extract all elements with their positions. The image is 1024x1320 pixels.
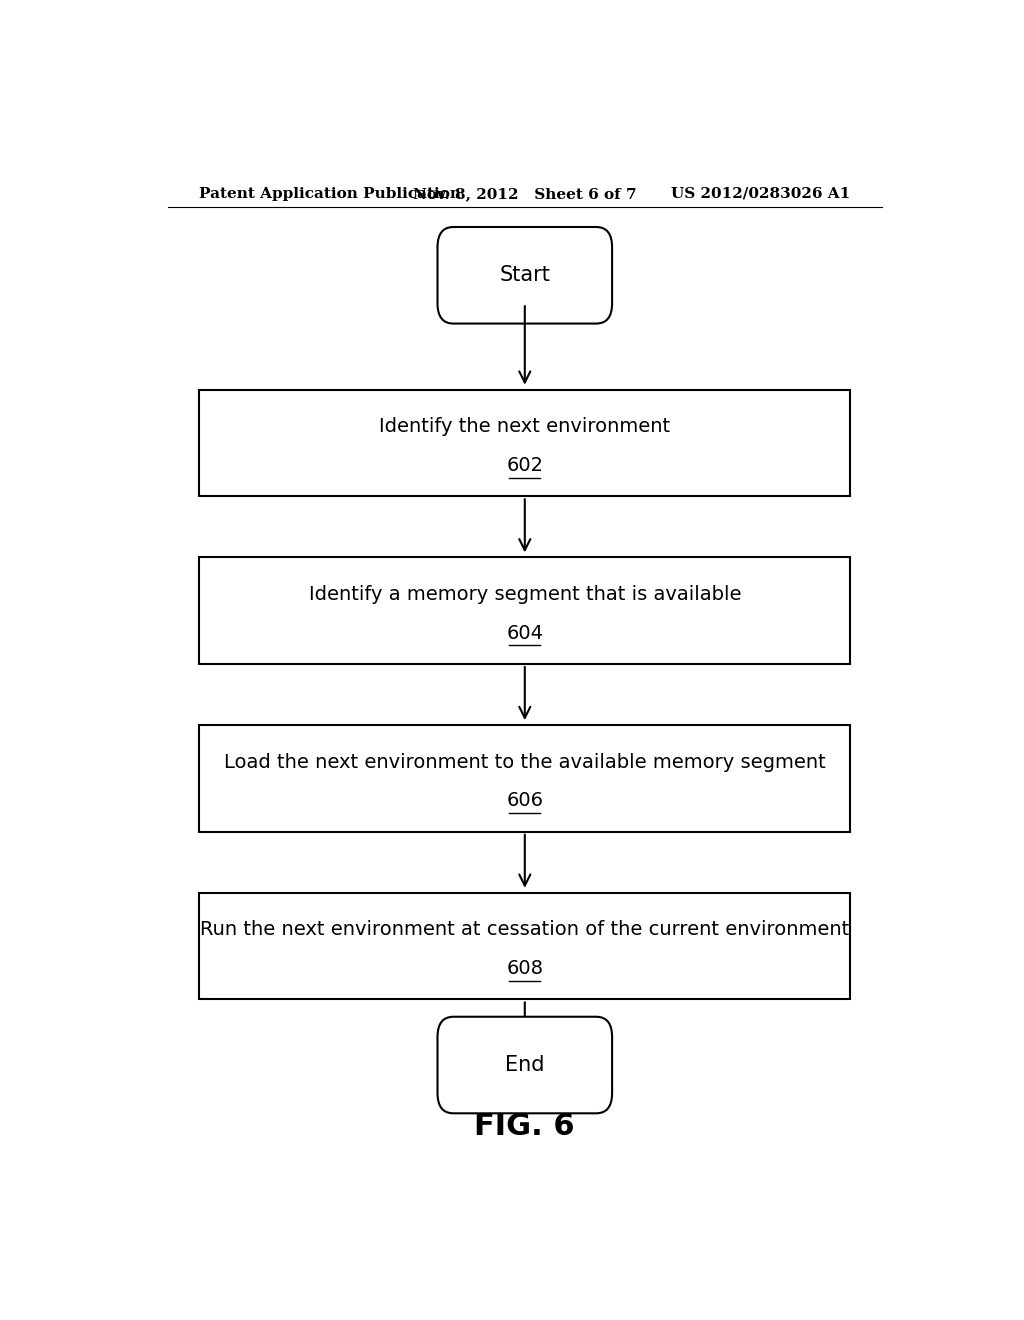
Text: 604: 604 [506,623,544,643]
Bar [200,557,850,664]
Text: Load the next environment to the available memory segment: Load the next environment to the availab… [224,752,825,772]
Text: Run the next environment at cessation of the current environment: Run the next environment at cessation of… [200,920,850,940]
Text: Identify the next environment: Identify the next environment [379,417,671,436]
FancyBboxPatch shape [437,1016,612,1113]
Text: 602: 602 [506,455,544,475]
FancyBboxPatch shape [437,227,612,323]
Text: Start: Start [500,265,550,285]
Text: End: End [505,1055,545,1074]
Bar [200,389,850,496]
Text: 608: 608 [506,958,544,978]
Text: 606: 606 [506,791,544,810]
Text: Identify a memory segment that is available: Identify a memory segment that is availa… [308,585,741,605]
Text: US 2012/0283026 A1: US 2012/0283026 A1 [671,187,850,201]
Text: Nov. 8, 2012   Sheet 6 of 7: Nov. 8, 2012 Sheet 6 of 7 [413,187,637,201]
Bar [200,892,850,999]
Bar [200,725,850,832]
Text: Patent Application Publication: Patent Application Publication [200,187,462,201]
Text: FIG. 6: FIG. 6 [474,1111,575,1140]
